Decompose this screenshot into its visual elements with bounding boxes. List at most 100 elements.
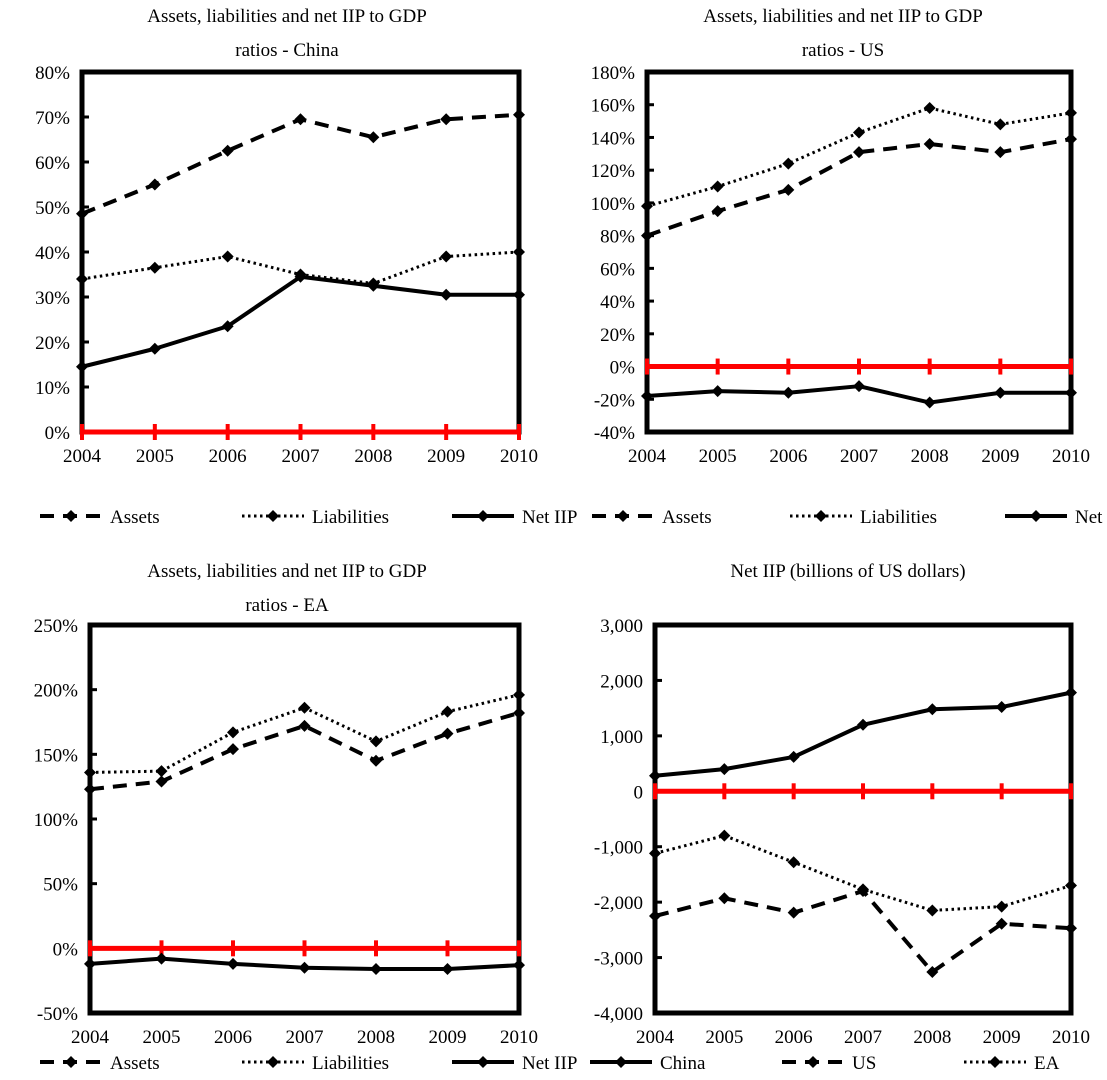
legend-label: EA xyxy=(1034,1053,1060,1074)
data-point xyxy=(787,856,800,869)
data-point xyxy=(718,763,731,776)
x-tick-label: 2004 xyxy=(636,1027,675,1048)
y-tick-label: 120% xyxy=(591,161,636,182)
legend-marker xyxy=(477,510,489,522)
plot-frame xyxy=(652,622,1074,1016)
data-point xyxy=(227,957,239,970)
x-tick-label: 2007 xyxy=(840,446,878,467)
y-tick-label: -3,000 xyxy=(594,949,643,970)
chart-ea: Assets, liabilities and net IIP to GDP ra… xyxy=(34,561,578,1074)
data-point xyxy=(926,703,939,716)
y-tick-label: 3,000 xyxy=(600,616,643,637)
data-point xyxy=(221,320,234,333)
data-point xyxy=(76,207,88,220)
series-line xyxy=(81,274,519,369)
data-point xyxy=(441,727,454,740)
y-tick-label: 100% xyxy=(34,810,79,831)
data-point xyxy=(1065,133,1077,146)
data-point xyxy=(370,735,382,748)
series-assets xyxy=(76,108,525,220)
data-point xyxy=(853,146,865,159)
legend-label: US xyxy=(852,1053,876,1074)
data-point xyxy=(641,390,653,402)
data-point xyxy=(298,719,311,732)
data-point xyxy=(84,766,96,779)
legend-label: Liabilities xyxy=(312,1053,389,1074)
x-tick-label: 2006 xyxy=(209,446,247,467)
chart-netiip: Net IIP (billions of US dollars) -4,000 -3… xyxy=(590,561,1090,1074)
legend-label: Liabilities xyxy=(860,507,937,528)
data-point xyxy=(227,743,239,756)
data-point xyxy=(294,113,307,126)
y-tick-label: 140% xyxy=(591,128,636,149)
legend-marker xyxy=(477,1056,489,1068)
x-tick-label: 2008 xyxy=(357,1027,395,1048)
y-tick-label: 2,000 xyxy=(600,671,643,692)
legend-marker xyxy=(615,1056,627,1068)
data-point xyxy=(782,157,795,170)
data-point xyxy=(367,131,380,144)
x-tick-label: 2005 xyxy=(699,446,737,467)
y-tick-label: 160% xyxy=(591,96,636,117)
y-tick-label: 20% xyxy=(600,325,635,346)
series-line xyxy=(654,889,1072,974)
legend-label: Assets xyxy=(662,507,712,528)
y-tick-label: 80% xyxy=(600,227,635,248)
x-tick-label: 2006 xyxy=(775,1027,813,1048)
x-tick-label: 2008 xyxy=(354,446,392,467)
y-tick-label: 180% xyxy=(591,63,636,84)
data-point xyxy=(1065,922,1077,935)
legend-marker xyxy=(617,510,629,522)
data-point xyxy=(923,396,936,409)
legend-label: Net IIP xyxy=(522,507,577,528)
data-point xyxy=(370,963,382,976)
data-point xyxy=(649,847,661,860)
data-point xyxy=(926,965,939,978)
data-point xyxy=(370,754,382,767)
chart-title: ratios - EA xyxy=(245,595,329,616)
data-point xyxy=(711,205,724,218)
y-tick-label: 100% xyxy=(591,194,636,215)
data-point xyxy=(1065,879,1077,892)
data-point xyxy=(298,961,311,974)
x-tick-label: 2007 xyxy=(844,1027,882,1048)
data-point xyxy=(148,342,161,355)
data-point xyxy=(995,701,1008,714)
legend-label: Liabilities xyxy=(312,507,389,528)
data-point xyxy=(440,113,453,126)
data-point xyxy=(923,138,936,150)
y-tick-label: -20% xyxy=(594,390,635,411)
data-point xyxy=(221,250,234,263)
data-point xyxy=(227,726,239,739)
data-point xyxy=(155,952,168,965)
series-line xyxy=(654,690,1072,778)
x-tick-label: 2010 xyxy=(500,446,538,467)
x-tick-label: 2009 xyxy=(429,1027,467,1048)
data-point xyxy=(1065,106,1077,119)
series-liabilities xyxy=(84,688,525,779)
y-tick-label: 0% xyxy=(610,358,636,379)
data-point xyxy=(926,904,939,917)
x-tick-label: 2009 xyxy=(427,446,465,467)
legend-marker xyxy=(815,510,827,522)
x-tick-label: 2005 xyxy=(143,1027,181,1048)
data-point xyxy=(649,769,661,782)
y-tick-label: 60% xyxy=(600,259,635,280)
legend-marker xyxy=(65,510,77,522)
x-tick-label: 2005 xyxy=(136,446,174,467)
data-point xyxy=(84,783,96,796)
data-point xyxy=(853,126,865,139)
x-tick-label: 2010 xyxy=(1052,1027,1090,1048)
data-point xyxy=(76,273,88,285)
data-point xyxy=(513,706,525,719)
x-tick-label: 2006 xyxy=(214,1027,252,1048)
series-net-iip xyxy=(76,270,525,373)
data-point xyxy=(513,288,525,301)
data-point xyxy=(221,144,234,157)
data-point xyxy=(857,718,869,731)
series-us xyxy=(649,885,1077,978)
data-point xyxy=(994,386,1007,399)
data-point xyxy=(857,883,869,896)
y-tick-label: 40% xyxy=(600,292,635,313)
data-point xyxy=(853,380,865,393)
